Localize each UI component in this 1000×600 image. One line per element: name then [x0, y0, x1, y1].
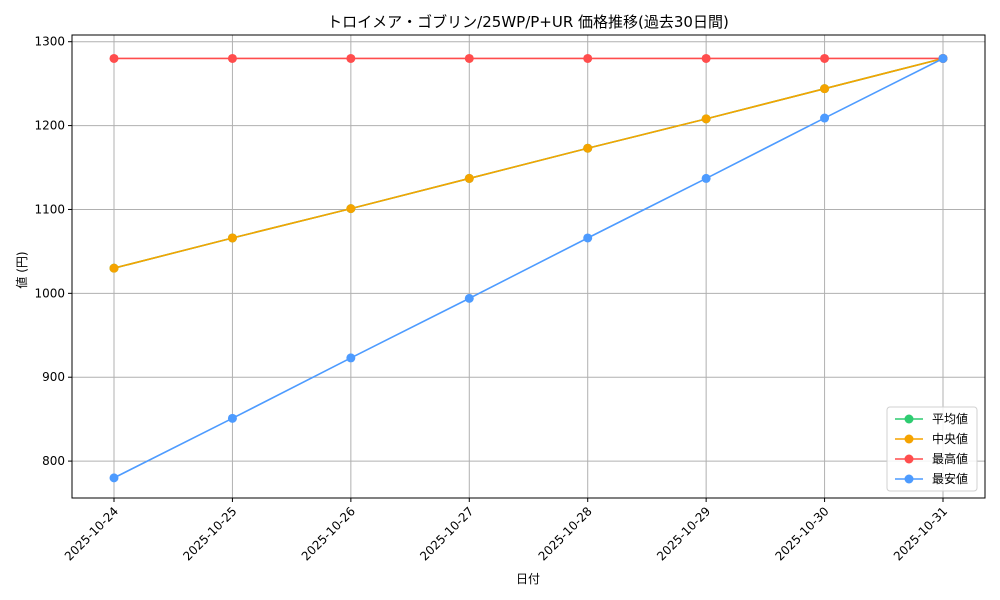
- series-line: [113, 57, 944, 479]
- y-tick-label: 1200: [34, 119, 65, 133]
- legend-item: 最安値: [895, 471, 968, 486]
- data-point-marker: [464, 173, 474, 183]
- series-1: [109, 53, 948, 273]
- x-tick-label: 2025-10-26: [299, 504, 358, 563]
- data-point-marker: [701, 53, 711, 63]
- data-point-marker: [938, 53, 948, 63]
- data-point-marker: [464, 293, 474, 303]
- data-point-marker: [346, 204, 356, 214]
- y-axis-ticks: 800 900 1000 1100 1200 1300: [34, 35, 72, 468]
- data-point-marker: [227, 53, 237, 63]
- x-tick-label: 2025-10-24: [62, 504, 121, 563]
- plot-area-frame: [71, 34, 986, 499]
- legend-label: 平均値: [932, 411, 968, 426]
- x-tick-label: 2025-10-25: [180, 504, 239, 563]
- data-point-marker: [820, 84, 830, 94]
- data-point-marker: [109, 53, 119, 63]
- legend-label: 最高値: [932, 451, 968, 466]
- data-point-marker: [583, 53, 593, 63]
- data-point-marker: [346, 53, 356, 63]
- data-point-marker: [583, 233, 593, 243]
- data-point-marker: [464, 53, 474, 63]
- x-tick-label: 2025-10-29: [654, 504, 713, 563]
- legend-marker-icon: [904, 454, 914, 464]
- data-point-marker: [701, 173, 711, 183]
- y-tick-label: 1100: [34, 202, 65, 216]
- series-3: [109, 53, 948, 483]
- data-point-marker: [820, 53, 830, 63]
- data-point-marker: [583, 143, 593, 153]
- data-point-marker: [109, 473, 119, 483]
- legend-item: 平均値: [895, 411, 968, 426]
- data-point-marker: [227, 413, 237, 423]
- legend-item: 中央値: [895, 431, 968, 446]
- x-tick-label: 2025-10-31: [891, 504, 950, 563]
- x-tick-label: 2025-10-30: [772, 504, 831, 563]
- data-point-marker: [227, 233, 237, 243]
- series-2: [109, 53, 948, 63]
- x-tick-label: 2025-10-27: [417, 504, 476, 563]
- data-point-marker: [109, 263, 119, 273]
- data-point-marker: [701, 114, 711, 124]
- series-line: [113, 57, 944, 269]
- grid-lines: [72, 35, 985, 498]
- legend-label: 中央値: [932, 431, 968, 446]
- x-tick-label: 2025-10-28: [536, 504, 595, 563]
- y-axis-label: 値 (円): [14, 251, 29, 288]
- y-tick-label: 1300: [34, 35, 65, 49]
- y-tick-label: 800: [42, 454, 65, 468]
- data-series: [109, 53, 948, 483]
- legend-marker-icon: [904, 474, 914, 484]
- y-tick-label: 1000: [34, 286, 65, 300]
- legend-label: 最安値: [932, 471, 968, 486]
- legend-marker-icon: [904, 434, 914, 444]
- data-point-marker: [346, 353, 356, 363]
- legend-marker-icon: [904, 414, 914, 424]
- legend-box: [886, 406, 978, 492]
- x-axis-label: 日付: [516, 572, 540, 586]
- y-tick-label: 900: [42, 370, 65, 384]
- chart-title: トロイメア・ゴブリン/25WP/P+UR 価格推移(過去30日間): [327, 13, 729, 31]
- legend-item: 最高値: [895, 451, 968, 466]
- data-point-marker: [820, 113, 830, 123]
- x-axis-ticks: 2025-10-24 2025-10-25 2025-10-26 2025-10-27…: [62, 498, 950, 563]
